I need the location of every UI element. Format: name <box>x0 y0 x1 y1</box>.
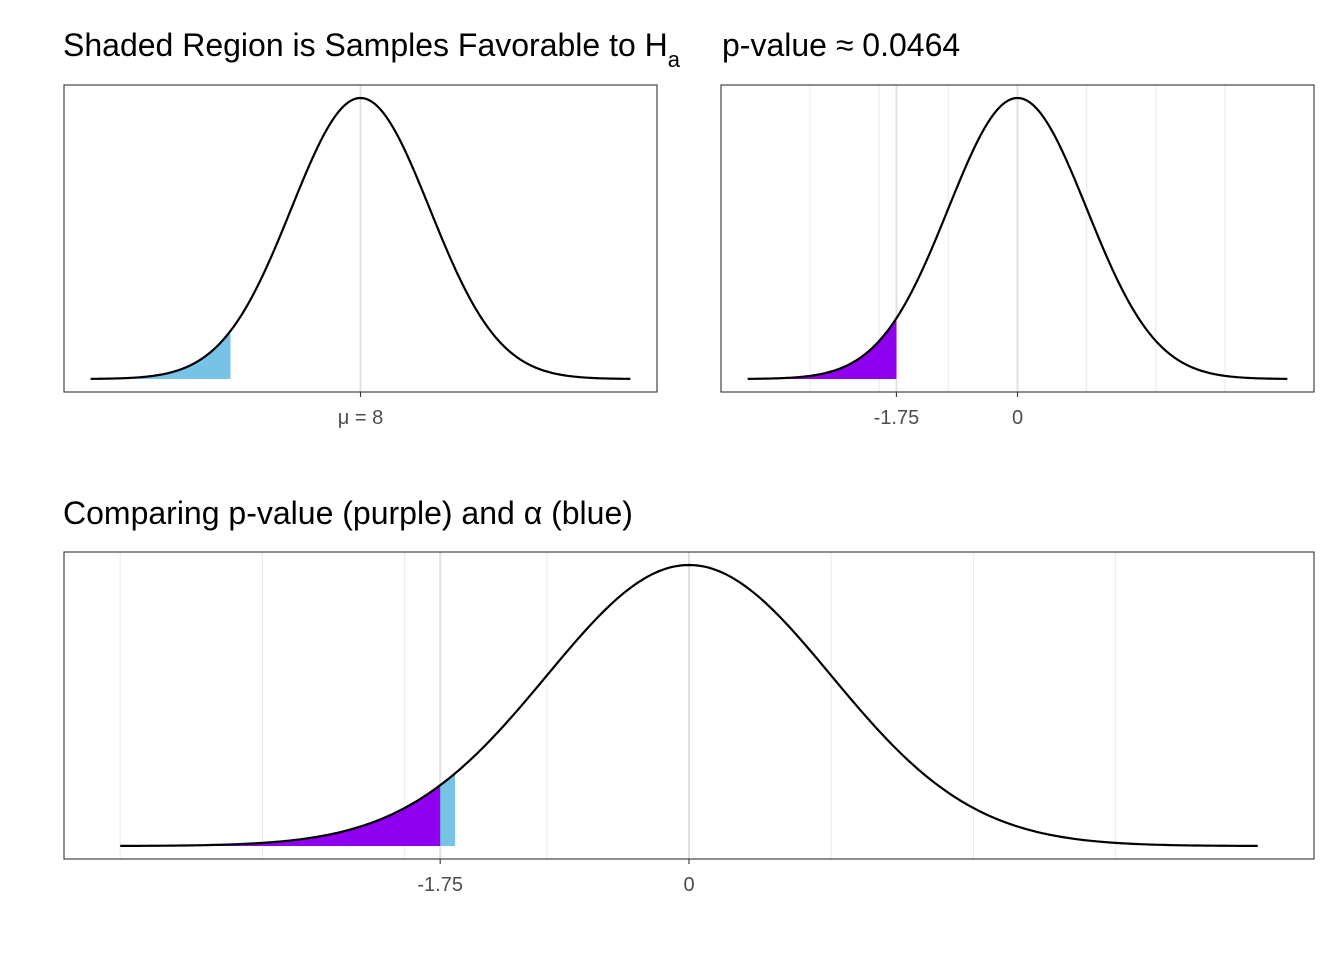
density-curve <box>120 563 1258 848</box>
x-tick-label: 0 <box>683 874 694 896</box>
shaded-area <box>111 331 231 379</box>
chart-title-left-subscript: a <box>668 47 681 72</box>
panel-bottom: -1.75 0 <box>63 551 1315 896</box>
panel-left: μ = 8 <box>63 84 658 429</box>
chart-title-left: Shaded Region is Samples Favorable to Ha <box>63 27 681 72</box>
shaded-area <box>768 318 897 379</box>
chart-title-bottom: Comparing p-value (purple) and α (blue) <box>63 495 633 531</box>
panel-right: -1.75 0 <box>720 84 1315 429</box>
x-tick-label: -1.75 <box>874 407 920 429</box>
x-tick-label: μ = 8 <box>338 407 383 429</box>
x-tick-label: 0 <box>1012 407 1023 429</box>
chart-title-left-text: Shaded Region is Samples Favorable to H <box>63 27 668 63</box>
density-curve <box>747 96 1288 380</box>
chart-title-right: p-value ≈ 0.0464 <box>722 27 960 63</box>
x-tick-label: -1.75 <box>417 874 463 896</box>
shaded-area <box>120 785 441 846</box>
density-curve <box>90 96 631 380</box>
